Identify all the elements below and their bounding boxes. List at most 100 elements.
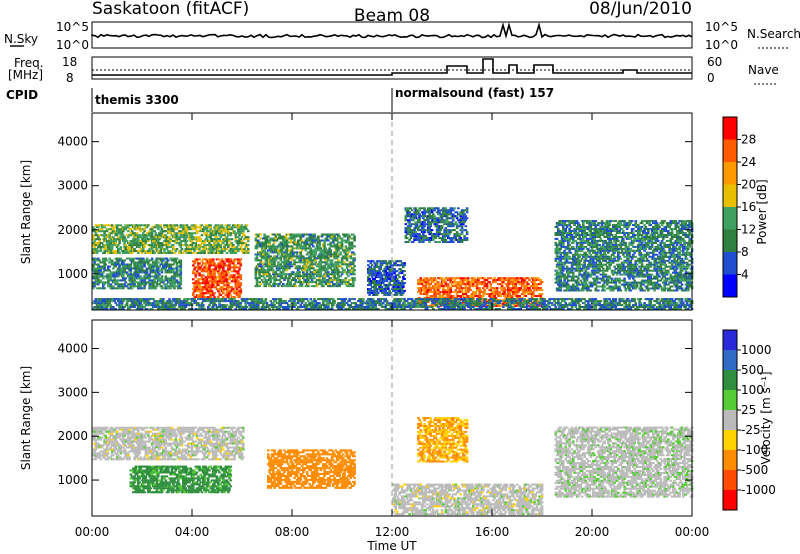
heatmap-cell — [155, 259, 159, 262]
heatmap-cell — [370, 291, 374, 294]
heatmap-cell — [310, 265, 314, 268]
heatmap-cell — [298, 239, 301, 242]
heatmap-cell — [247, 240, 250, 243]
heatmap-cell — [427, 239, 430, 241]
heatmap-cell — [380, 276, 384, 279]
heatmap-cell — [428, 227, 431, 230]
heatmap-cell — [224, 228, 228, 231]
heatmap-cell — [158, 252, 161, 254]
heatmap-cell — [239, 290, 243, 293]
heatmap-cell — [189, 250, 193, 253]
heatmap-cell — [193, 272, 196, 275]
heatmap-cell — [213, 262, 216, 265]
heatmap-cell — [379, 266, 383, 269]
heatmap-cell — [129, 271, 133, 274]
heatmap-cell — [303, 233, 306, 236]
heatmap-cell — [289, 281, 293, 284]
heatmap-cell — [384, 289, 388, 292]
heatmap-cell — [285, 239, 289, 242]
heatmap-cell — [207, 234, 210, 237]
heatmap-cell — [465, 211, 469, 214]
heatmap-cell — [269, 281, 273, 284]
heatmap-cell — [377, 291, 380, 294]
heatmap-cell — [229, 276, 233, 279]
heatmap-cell — [204, 240, 208, 243]
heatmap-cell — [179, 232, 183, 235]
heatmap-cell — [412, 241, 415, 243]
heatmap-cell — [175, 257, 179, 260]
heatmap-cell — [455, 233, 459, 236]
heatmap-cell — [440, 233, 444, 236]
heatmap-cell — [325, 273, 329, 276]
heatmap-cell — [279, 235, 283, 238]
heatmap-cell — [200, 234, 204, 237]
heatmap-cell — [517, 279, 520, 282]
heatmap-cell — [458, 241, 461, 243]
heatmap-cell — [452, 219, 455, 222]
heatmap-cell — [258, 271, 261, 274]
heatmap-cell — [438, 293, 441, 295]
heatmap-cell — [108, 248, 111, 251]
heatmap-cell — [352, 281, 355, 284]
heatmap-cell — [407, 231, 410, 234]
nave-tick-top: 60 — [707, 55, 722, 69]
heatmap-cell — [348, 247, 351, 250]
heatmap-cell — [98, 259, 101, 262]
heatmap-cell — [325, 237, 329, 240]
heatmap-cell — [345, 263, 349, 266]
heatmap-cell — [199, 226, 203, 229]
heatmap-cell — [144, 273, 148, 276]
heatmap-cell — [559, 241, 563, 244]
heatmap-cell — [140, 287, 144, 290]
heatmap-cell — [212, 250, 215, 253]
heatmap-cell — [199, 244, 203, 247]
heatmap-cell — [127, 236, 130, 239]
heatmap-cell — [290, 249, 294, 252]
heatmap-cell — [125, 271, 129, 274]
heatmap-cell — [343, 235, 346, 238]
heatmap-cell — [132, 234, 135, 237]
heatmap-cell — [164, 240, 168, 243]
heatmap-cell — [267, 239, 270, 242]
heatmap-cell — [460, 291, 464, 293]
heatmap-cell — [442, 235, 445, 238]
heatmap-cell — [260, 279, 264, 282]
nsearch-tick-bottom: 10^0 — [705, 38, 738, 52]
heatmap-cell — [138, 271, 141, 274]
heatmap-cell — [218, 292, 221, 295]
heatmap-cell — [555, 253, 559, 256]
heatmap-cell — [192, 228, 195, 231]
heatmap-cell — [160, 246, 164, 249]
heatmap-cell — [463, 237, 466, 240]
heatmap-cell — [203, 252, 206, 254]
heatmap-cell — [383, 278, 386, 280]
heatmap-cell — [220, 224, 224, 227]
heatmap-cell — [510, 295, 514, 297]
heatmap-cell — [329, 243, 333, 246]
heatmap-cell — [323, 249, 326, 252]
heatmap-cell — [95, 252, 99, 254]
heatmap-cell — [195, 240, 199, 243]
heatmap-cell — [190, 224, 194, 227]
heatmap-cell — [423, 231, 426, 234]
heatmap-cell — [420, 223, 424, 226]
heatmap-cell — [194, 246, 198, 249]
heatmap-cell — [219, 244, 223, 247]
heatmap-cell — [264, 283, 268, 286]
heatmap-cell — [197, 230, 200, 233]
heatmap-cell — [462, 295, 465, 297]
heatmap-cell — [204, 292, 208, 295]
heatmap-cell — [518, 289, 521, 292]
heatmap-cell — [460, 289, 464, 292]
heatmap-cell — [385, 272, 389, 275]
heatmap-cell — [258, 273, 261, 276]
heatmap-cell — [424, 285, 428, 288]
heatmap-cell — [418, 297, 421, 299]
heatmap-cell — [425, 277, 429, 280]
heatmap-cell — [318, 243, 321, 246]
heatmap-cell — [139, 230, 143, 233]
heatmap-cell — [155, 238, 159, 241]
heatmap-cell — [293, 263, 296, 266]
heatmap-cell — [238, 286, 241, 289]
heatmap-cell — [257, 259, 260, 262]
